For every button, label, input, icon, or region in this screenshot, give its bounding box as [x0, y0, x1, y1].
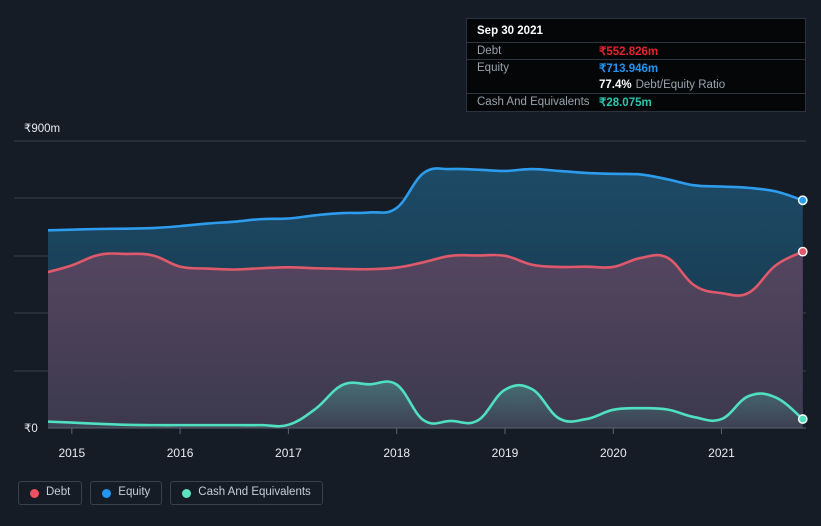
endpoint-marker — [797, 414, 808, 424]
tooltip-value-cash: ₹28.075m — [599, 97, 652, 109]
x-tick-label: 2021 — [708, 446, 735, 460]
data-tooltip: Sep 30 2021 Debt ₹552.826m Equity ₹713.9… — [466, 18, 806, 112]
tooltip-label-cash: Cash And Equivalents — [477, 96, 590, 108]
equity-line — [48, 167, 805, 232]
tooltip-ratio-label: Debt/Equity Ratio — [635, 78, 726, 91]
series-endpoint-markers — [797, 195, 808, 424]
y-tick-label-bottom: ₹0 — [24, 423, 38, 435]
x-tick-label: 2018 — [383, 446, 410, 460]
x-tick-label: 2017 — [275, 446, 302, 460]
series-areas — [48, 168, 803, 428]
legend-item-debt[interactable]: Debt — [18, 481, 83, 505]
tooltip-value-debt: ₹552.826m — [599, 46, 659, 58]
x-tick-label: 2019 — [492, 446, 519, 460]
legend-label-debt: Debt — [46, 486, 71, 499]
legend-label-equity: Equity — [118, 486, 151, 499]
endpoint-marker — [797, 246, 808, 257]
legend-dot-debt-icon — [30, 488, 39, 498]
x-tick-label: 2020 — [600, 446, 627, 460]
y-tick-label-top: ₹900m — [24, 123, 60, 135]
x-tick-label: 2015 — [58, 446, 85, 460]
tooltip-row-debt: Debt ₹552.826m — [467, 42, 805, 59]
series-lines — [48, 167, 805, 428]
legend-item-equity[interactable]: Equity — [90, 481, 163, 505]
legend-dot-equity-icon — [102, 488, 112, 498]
debt-area — [48, 251, 803, 428]
legend-item-cash[interactable]: Cash And Equivalents — [170, 481, 323, 505]
debt-line — [48, 250, 805, 297]
tooltip-label-debt: Debt — [477, 45, 502, 57]
legend-dot-cash-icon — [182, 488, 192, 498]
x-tick-label: 2016 — [167, 446, 194, 460]
cash-line — [48, 380, 805, 428]
tooltip-row-cash: Cash And Equivalents ₹28.075m — [467, 93, 805, 110]
tooltip-row-ratio: 77.4% Debt/Equity Ratio — [467, 76, 805, 93]
tooltip-label-equity: Equity — [477, 62, 509, 74]
endpoint-marker — [797, 195, 808, 206]
tooltip-date: Sep 30 2021 — [477, 25, 543, 37]
cash-area — [48, 381, 803, 428]
tooltip-ratio-percent: 77.4% — [599, 78, 632, 91]
x-axis-tick-labels: 2015 2016 2017 2018 2019 2020 2021 — [58, 428, 735, 460]
legend-label-cash: Cash And Equivalents — [198, 486, 311, 499]
tooltip-row-equity: Equity ₹713.946m — [467, 59, 805, 76]
chart-legend: Debt Equity Cash And Equivalents — [18, 481, 323, 505]
tooltip-value-equity: ₹713.946m — [599, 63, 659, 75]
